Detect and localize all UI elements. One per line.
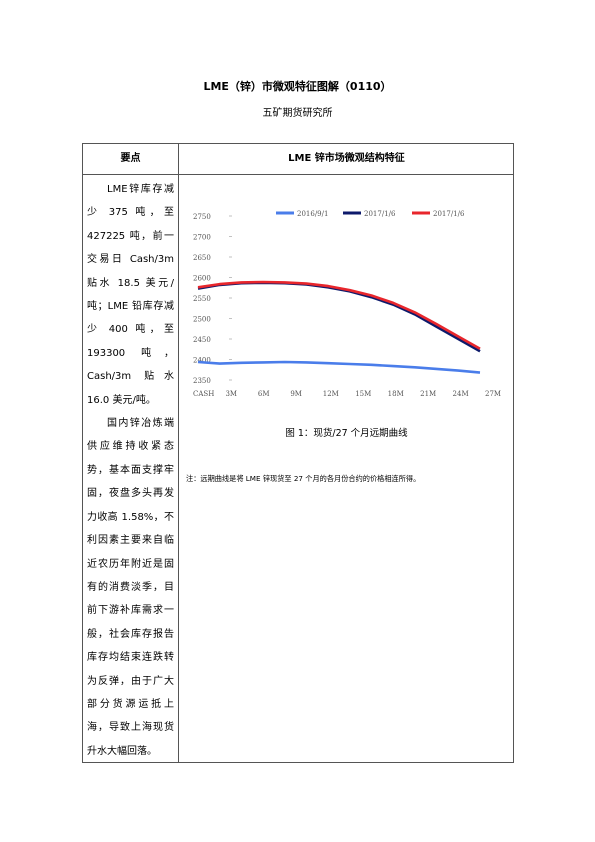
series-line bbox=[197, 281, 481, 353]
x-tick-label: 21M bbox=[420, 390, 436, 398]
analysis-table: 要点 LME 锌市场微观结构特征 LME锌库存减少 375 吨，至 427225… bbox=[82, 143, 514, 763]
x-tick-label: 24M bbox=[453, 390, 469, 398]
x-tick-label: CASH bbox=[193, 390, 214, 398]
y-tick-label: 2750 bbox=[193, 213, 211, 221]
header-market-structure: LME 锌市场微观结构特征 bbox=[288, 153, 405, 164]
x-tick-label: 15M bbox=[355, 390, 371, 398]
y-tick-label: 2600 bbox=[193, 275, 211, 283]
y-tick-label: 2700 bbox=[193, 234, 211, 242]
series-line bbox=[197, 360, 481, 374]
key-point-supply: 国内锌冶炼端供应维持收紧态势，基本面支撑牢固，夜盘多头再发力收高 1.58%，不… bbox=[87, 418, 174, 757]
y-tick-label: 2400 bbox=[193, 357, 211, 365]
series-line bbox=[197, 280, 481, 350]
chart-note: 注：远期曲线是将 LME 锌现货至 27 个月的各月份合约的价格相连所得。 bbox=[186, 474, 421, 483]
page-subtitle: 五矿期货研究所 bbox=[262, 108, 333, 119]
chart-caption: 图 1：现货/27 个月远期曲线 bbox=[285, 428, 408, 439]
y-tick-label: 2650 bbox=[193, 254, 211, 262]
header-key-points: 要点 bbox=[120, 153, 141, 164]
legend-label: 2017/1/6 bbox=[364, 210, 396, 218]
y-tick-label: 2450 bbox=[193, 336, 211, 344]
page-title: LME（锌）市微观特征图解（0110） bbox=[203, 80, 392, 93]
legend-label: 2017/1/6 bbox=[433, 210, 465, 218]
legend-label: 2016/9/1 bbox=[297, 210, 328, 218]
y-tick-label: 2500 bbox=[193, 316, 211, 324]
forward-curve-chart: 2350 2400 2450 2500 2550 2600 2650 2700 2750 CASH… bbox=[193, 210, 501, 398]
y-tick-label: 2350 bbox=[193, 377, 211, 385]
column-divider bbox=[178, 144, 179, 762]
x-tick-label: 3M bbox=[225, 390, 237, 398]
x-tick-label: 9M bbox=[290, 390, 302, 398]
key-points-text: LME锌库存减少 375 吨，至 427225 吨，前一交易日 Cash/3m … bbox=[87, 178, 174, 763]
table-header-row: 要点 LME 锌市场微观结构特征 bbox=[83, 144, 513, 175]
y-tick-label: 2550 bbox=[193, 295, 211, 303]
x-tick-label: 12M bbox=[323, 390, 339, 398]
x-tick-label: 18M bbox=[388, 390, 404, 398]
x-tick-label: 27M bbox=[485, 390, 501, 398]
x-tick-label: 6M bbox=[258, 390, 270, 398]
key-point-inventory: LME锌库存减少 375 吨，至 427225 吨，前一交易日 Cash/3m … bbox=[87, 184, 174, 406]
